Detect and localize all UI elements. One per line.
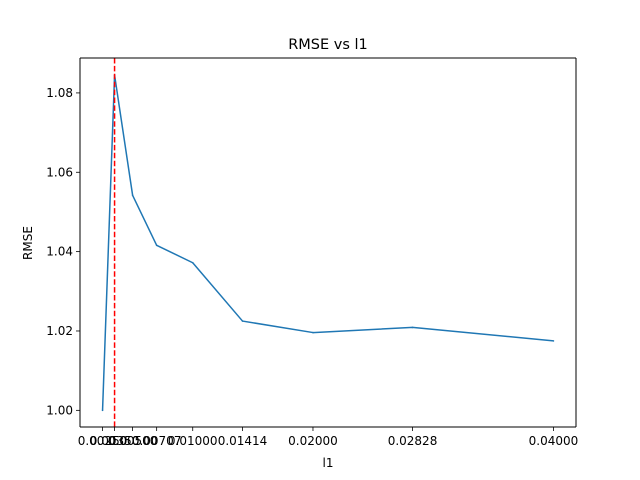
x-tick-label: 0.04000 xyxy=(529,434,579,448)
data-point xyxy=(411,326,414,329)
data-point xyxy=(552,340,555,342)
y-tick-label: 1.08 xyxy=(46,86,73,100)
data-point xyxy=(101,409,104,412)
series-layer xyxy=(101,74,555,412)
x-tick-label: 0.01000 xyxy=(168,434,218,448)
data-point xyxy=(131,194,134,197)
data-point xyxy=(155,244,158,247)
data-point xyxy=(241,320,244,322)
plot-area xyxy=(80,58,576,427)
y-tick-label: 1.00 xyxy=(46,403,73,417)
x-tick-label: 0.02000 xyxy=(288,434,338,448)
data-point xyxy=(191,261,194,264)
x-tick-label: 0.00707 xyxy=(132,434,182,448)
chart-title: RMSE vs l1 xyxy=(288,37,368,53)
x-axis-label: l1 xyxy=(323,456,334,470)
y-axis-label: RMSE xyxy=(21,226,35,260)
x-tick-label: 0.00250 xyxy=(78,434,128,448)
y-tick-label: 1.02 xyxy=(46,324,73,338)
x-tick-label: 0.00350 xyxy=(90,434,140,448)
axes-frame xyxy=(79,57,577,428)
x-tick-label: 0.02828 xyxy=(388,434,438,448)
y-tick-label: 1.06 xyxy=(46,165,73,179)
y-tick-label: 1.04 xyxy=(46,245,73,259)
x-tick-label: 0.00500 xyxy=(108,434,158,448)
x-tick-label: 0.01414 xyxy=(218,434,268,448)
data-point xyxy=(312,331,314,334)
y-ticks: 1.00 1.02 1.04 1.06 1.08 xyxy=(46,86,80,417)
